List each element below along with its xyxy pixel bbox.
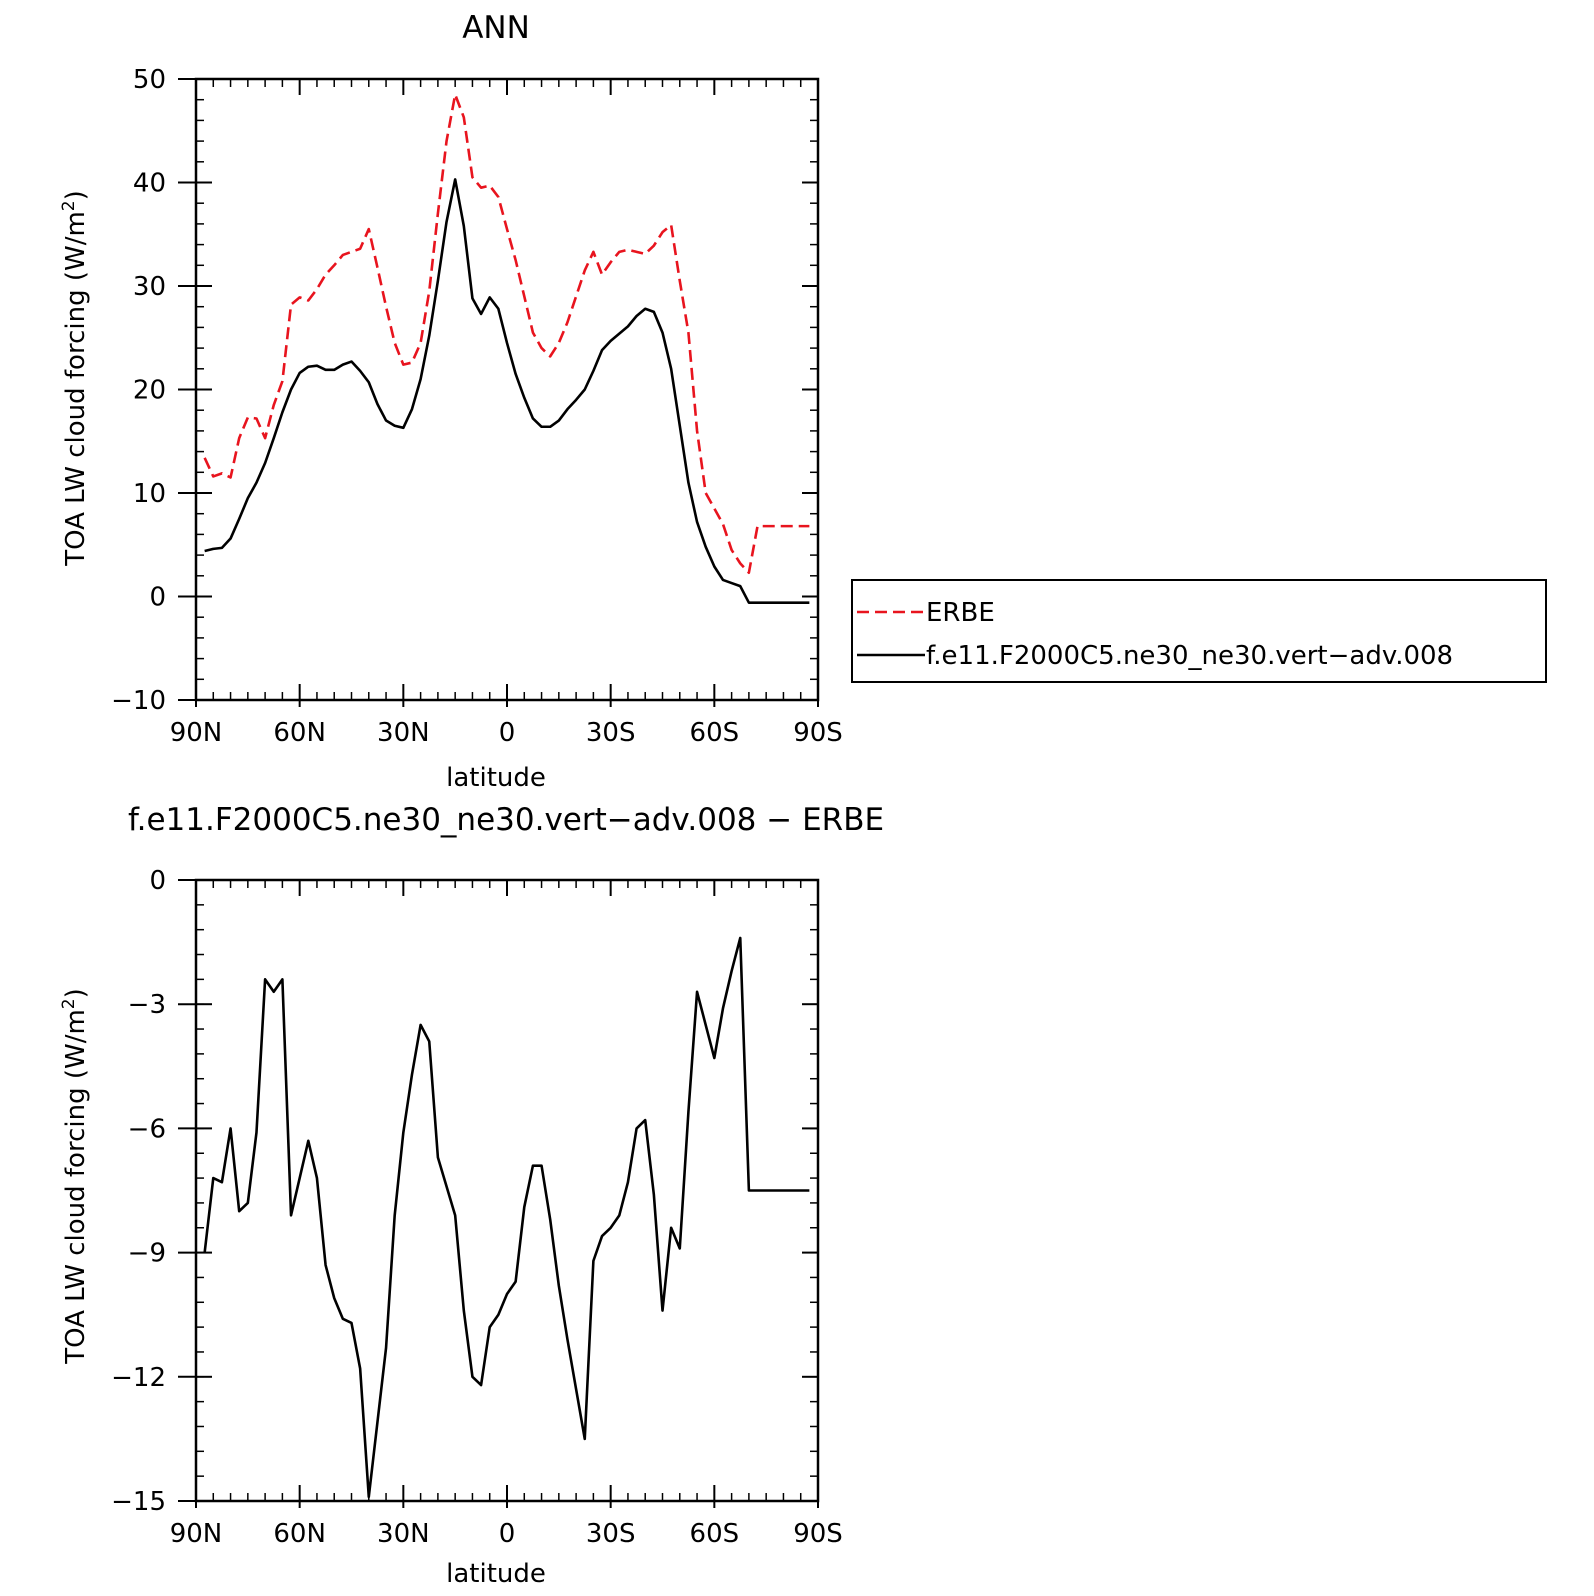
top-ylabel-superscript: 2 — [59, 200, 79, 211]
bottom-x-tick-label: 90N — [170, 1519, 223, 1549]
bottom-ylabel-main: TOA LW cloud forcing (W/m — [61, 1009, 91, 1365]
top-y-tick-label: 10 — [133, 479, 166, 509]
bottom-ylabel-superscript: 2 — [59, 998, 79, 1009]
top-chart-title: ANN — [462, 10, 530, 46]
top-y-tick-label: 50 — [133, 65, 166, 95]
top-series-line-1 — [204, 178, 810, 605]
top-plot-frame — [194, 77, 820, 702]
bottom-x-tick-label: 30S — [586, 1519, 636, 1549]
bottom-y-tick-label: −9 — [128, 1239, 166, 1269]
top-chart-ylabel: TOA LW cloud forcing (W/m2) — [59, 190, 91, 567]
legend-label-model: f.e11.F2000C5.ne30_ne30.vert−adv.008 — [926, 641, 1453, 671]
bottom-x-tick-label: 30N — [377, 1519, 430, 1549]
top-x-tick-label: 30N — [377, 718, 430, 748]
legend-label-erbe: ERBE — [926, 598, 995, 628]
top-chart: 90N 60N 30N 0 30S 60S 90S −10 0 10 20 30 40 50 — [111, 65, 843, 748]
bottom-chart-title: f.e11.F2000C5.ne30_ne30.vert−adv.008 − E… — [128, 802, 884, 838]
top-x-tick-label: 90S — [793, 718, 843, 748]
bottom-y-tick-label: −3 — [128, 990, 166, 1020]
top-series-line-0 — [203, 93, 810, 574]
top-y-tick-label: 40 — [133, 169, 166, 199]
legend: ERBE f.e11.F2000C5.ne30_ne30.vert−adv.00… — [851, 579, 1547, 683]
bottom-x-tick-label: 90S — [793, 1519, 843, 1549]
bottom-y-tick-label: −15 — [111, 1487, 166, 1517]
top-y-tick-label: 0 — [149, 583, 166, 613]
top-y-tick-label: −10 — [111, 686, 166, 716]
bottom-x-tick-label: 0 — [499, 1519, 516, 1549]
bottom-x-tick-label: 60S — [690, 1519, 740, 1549]
legend-box — [851, 579, 1547, 683]
bottom-y-tick-label: −6 — [128, 1114, 166, 1144]
top-y-tick-label: 20 — [133, 376, 166, 406]
bottom-y-tick-label: 0 — [149, 866, 166, 896]
top-x-tick-label: 90N — [170, 718, 223, 748]
bottom-series-line-0 — [203, 936, 810, 1499]
top-x-tick-label: 30S — [586, 718, 636, 748]
top-ylabel-close: ) — [61, 190, 91, 200]
top-chart-xlabel: latitude — [446, 763, 546, 793]
bottom-x-tick-label: 60N — [273, 1519, 326, 1549]
top-x-tick-label: 60S — [690, 718, 740, 748]
top-x-tick-label: 60N — [273, 718, 326, 748]
bottom-chart: 90N 60N 30N 0 30S 60S 90S −15 −12 −9 −6 −3 0 — [111, 866, 843, 1549]
bottom-chart-ylabel: TOA LW cloud forcing (W/m2) — [59, 988, 91, 1365]
top-ylabel-main: TOA LW cloud forcing (W/m — [61, 211, 91, 567]
top-y-tick-label: 30 — [133, 272, 166, 302]
top-x-tick-label: 0 — [499, 718, 516, 748]
bottom-y-tick-label: −12 — [111, 1363, 166, 1393]
bottom-chart-xlabel: latitude — [446, 1559, 546, 1589]
bottom-ylabel-close: ) — [61, 988, 91, 998]
